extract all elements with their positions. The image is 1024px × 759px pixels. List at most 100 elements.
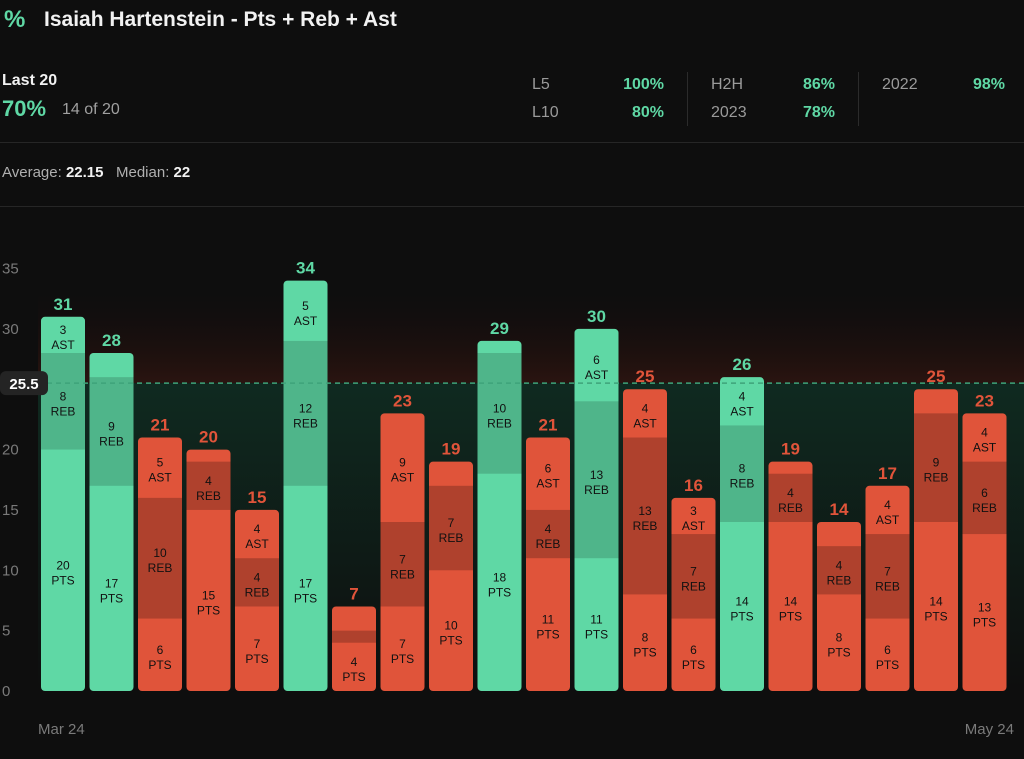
- segment-value: 8: [739, 462, 746, 476]
- summary-pct: 70%: [2, 96, 47, 121]
- bar: [235, 509, 279, 691]
- divider: [687, 72, 688, 126]
- game-log-chart: 0510152025303520PTS8REB3AST3117PTS9REB28…: [0, 259, 1024, 738]
- segment-label: REB: [196, 489, 221, 503]
- segment-value: 8: [60, 389, 67, 403]
- segment-value: 7: [399, 637, 406, 651]
- bar-total-label: 7: [349, 585, 358, 604]
- bar-segment-reb: [720, 425, 764, 522]
- bar-segment-reb: [623, 437, 667, 595]
- segment-label: REB: [487, 416, 512, 430]
- segment-label: PTS: [391, 652, 414, 666]
- bar: [41, 316, 85, 691]
- bar: [574, 328, 619, 691]
- segment-value: 20: [56, 558, 70, 572]
- bar-total-label: 16: [684, 476, 703, 495]
- segment-label: PTS: [730, 610, 753, 624]
- segment-label: REB: [730, 477, 755, 491]
- segment-label: PTS: [536, 628, 559, 642]
- segment-value: 4: [254, 522, 261, 536]
- bar-total-label: 17: [878, 464, 897, 483]
- segment-value: 4: [836, 558, 843, 572]
- segment-label: AST: [391, 471, 415, 485]
- segment-value: 7: [448, 516, 455, 530]
- split-label-l10: L10: [532, 104, 559, 121]
- segment-value: 8: [836, 631, 843, 645]
- segment-label: REB: [827, 573, 852, 587]
- bar-segment-reb: [380, 522, 425, 607]
- segment-label: AST: [682, 519, 706, 533]
- page-title: Isaiah Hartenstein - Pts + Reb + Ast: [44, 8, 397, 31]
- bar-segment-reb: [574, 401, 619, 559]
- segment-value: 17: [299, 576, 313, 590]
- bar-total-label: 19: [781, 440, 800, 459]
- segment-label: REB: [584, 483, 609, 497]
- segment-label: PTS: [682, 658, 705, 672]
- median-label: Median:: [116, 164, 170, 181]
- segment-value: 11: [590, 613, 603, 627]
- bar-segment-reb: [526, 509, 570, 559]
- segment-label: REB: [439, 531, 464, 545]
- segment-label: REB: [51, 404, 76, 418]
- bar: [380, 413, 425, 691]
- average-label: Average:: [2, 164, 62, 181]
- segment-value: 5: [302, 299, 309, 313]
- split-value-2023: 78%: [802, 104, 835, 121]
- segment-value: 7: [254, 637, 261, 651]
- segment-label: AST: [51, 338, 75, 352]
- bar: [89, 353, 134, 691]
- bar: [914, 389, 958, 691]
- segment-label: REB: [972, 501, 997, 515]
- segment-label: AST: [536, 477, 560, 491]
- segment-value: 4: [351, 655, 358, 669]
- divider: [0, 142, 1024, 143]
- segment-label: PTS: [197, 603, 220, 617]
- segment-value: 10: [444, 619, 458, 633]
- bar-segment-reb: [914, 413, 958, 522]
- segment-value: 9: [399, 456, 406, 470]
- bar-segment-reb: [817, 546, 861, 595]
- segment-label: REB: [681, 579, 706, 593]
- bar-total-label: 20: [199, 428, 218, 447]
- segment-value: 9: [108, 419, 115, 433]
- average-line: Average: 22.15 Median: 22: [2, 164, 190, 181]
- bar-segment-reb: [283, 340, 328, 486]
- segment-value: 4: [545, 522, 552, 536]
- bar: [332, 606, 376, 691]
- bar: [671, 497, 716, 691]
- y-tick-label: 10: [2, 562, 19, 579]
- segment-label: PTS: [100, 591, 123, 605]
- segment-value: 3: [690, 504, 697, 518]
- bar: [429, 461, 473, 691]
- segment-label: REB: [245, 585, 270, 599]
- bar-total-label: 21: [151, 416, 170, 435]
- x-end-label: May 24: [965, 721, 1014, 738]
- segment-value: 6: [981, 486, 988, 500]
- segment-value: 6: [545, 462, 552, 476]
- segment-label: PTS: [779, 610, 802, 624]
- bar-segment-reb: [332, 630, 376, 643]
- y-tick-label: 5: [2, 623, 10, 640]
- bar: [138, 437, 182, 691]
- bar-total-label: 29: [490, 319, 509, 338]
- segment-label: REB: [633, 519, 658, 533]
- segment-value: 17: [105, 576, 119, 590]
- segment-value: 7: [399, 552, 406, 566]
- segment-label: PTS: [876, 658, 899, 672]
- segment-label: PTS: [439, 634, 462, 648]
- bar-segment-reb: [768, 473, 813, 522]
- segment-label: PTS: [51, 573, 74, 587]
- segment-value: 4: [642, 401, 649, 415]
- bar: [962, 413, 1007, 691]
- bar-segment-reb: [89, 377, 134, 486]
- segment-label: PTS: [294, 591, 317, 605]
- segment-label: PTS: [585, 628, 608, 642]
- bar: [477, 340, 522, 691]
- y-tick-label: 15: [2, 502, 19, 519]
- segment-label: REB: [148, 561, 173, 575]
- bar-segment-reb: [865, 534, 910, 619]
- segment-value: 5: [157, 456, 164, 470]
- segment-value: 8: [642, 631, 649, 645]
- segment-value: 6: [690, 643, 697, 657]
- segment-label: AST: [730, 404, 754, 418]
